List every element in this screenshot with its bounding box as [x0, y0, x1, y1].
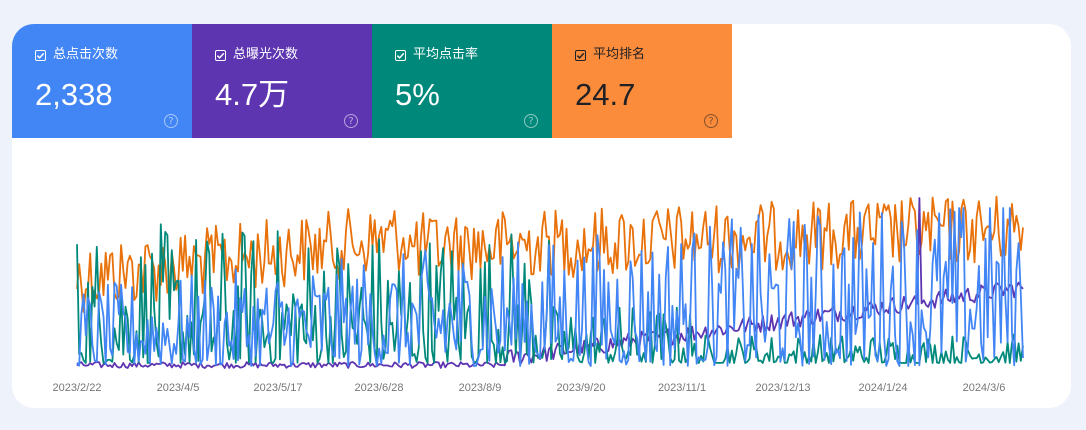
checkbox-checked-icon[interactable]: [35, 49, 46, 61]
x-tick-label: 2024/3/6: [963, 382, 1006, 394]
card-total-impressions[interactable]: 总曝光次数 4.7万 ?: [192, 24, 372, 138]
x-tick-label: 2024/1/24: [859, 382, 908, 394]
card-average-position[interactable]: 平均排名 24.7 ?: [552, 24, 732, 138]
x-tick-label: 2023/6/28: [355, 382, 404, 394]
x-tick-label: 2023/8/9: [459, 382, 502, 394]
metric-cards: 总点击次数 2,338 ? 总曝光次数 4.7万 ? 平均点击率 5% ? 平均…: [12, 24, 732, 138]
card-label: 平均点击率: [413, 47, 479, 62]
checkbox-checked-icon[interactable]: [395, 49, 406, 61]
help-icon[interactable]: ?: [524, 114, 538, 128]
performance-panel: 总点击次数 2,338 ? 总曝光次数 4.7万 ? 平均点击率 5% ? 平均…: [12, 24, 1071, 408]
card-label: 平均排名: [593, 47, 646, 62]
performance-chart: 2023/2/22 2023/4/5 2023/5/17 2023/6/28 2023/…: [12, 138, 1071, 408]
x-tick-label: 2023/12/13: [755, 382, 810, 394]
help-icon[interactable]: ?: [344, 114, 358, 128]
help-icon[interactable]: ?: [164, 114, 178, 128]
card-header: 总点击次数: [35, 47, 192, 63]
card-label: 总曝光次数: [233, 47, 299, 62]
card-average-ctr[interactable]: 平均点击率 5% ?: [372, 24, 552, 138]
card-value: 2,338: [35, 77, 113, 112]
card-value: 24.7: [575, 77, 636, 112]
checkbox-checked-icon[interactable]: [215, 49, 226, 61]
x-tick-label: 2023/5/17: [254, 382, 303, 394]
checkbox-checked-icon[interactable]: [575, 49, 586, 61]
card-header: 平均排名: [575, 47, 732, 63]
x-tick-label: 2023/4/5: [157, 382, 200, 394]
card-value: 4.7万: [215, 77, 290, 112]
x-tick-label: 2023/9/20: [557, 382, 606, 394]
chart-svg: 2023/2/22 2023/4/5 2023/5/17 2023/6/28 2023/…: [53, 195, 1024, 394]
series-line-clicks: [76, 207, 1024, 367]
card-header: 总曝光次数: [215, 47, 372, 63]
card-label: 总点击次数: [53, 47, 119, 62]
card-value: 5%: [395, 77, 440, 112]
x-tick-label: 2023/11/1: [658, 382, 706, 394]
help-icon[interactable]: ?: [704, 114, 718, 128]
card-total-clicks[interactable]: 总点击次数 2,338 ?: [12, 24, 192, 138]
card-header: 平均点击率: [395, 47, 552, 63]
x-tick-label: 2023/2/22: [53, 382, 102, 394]
